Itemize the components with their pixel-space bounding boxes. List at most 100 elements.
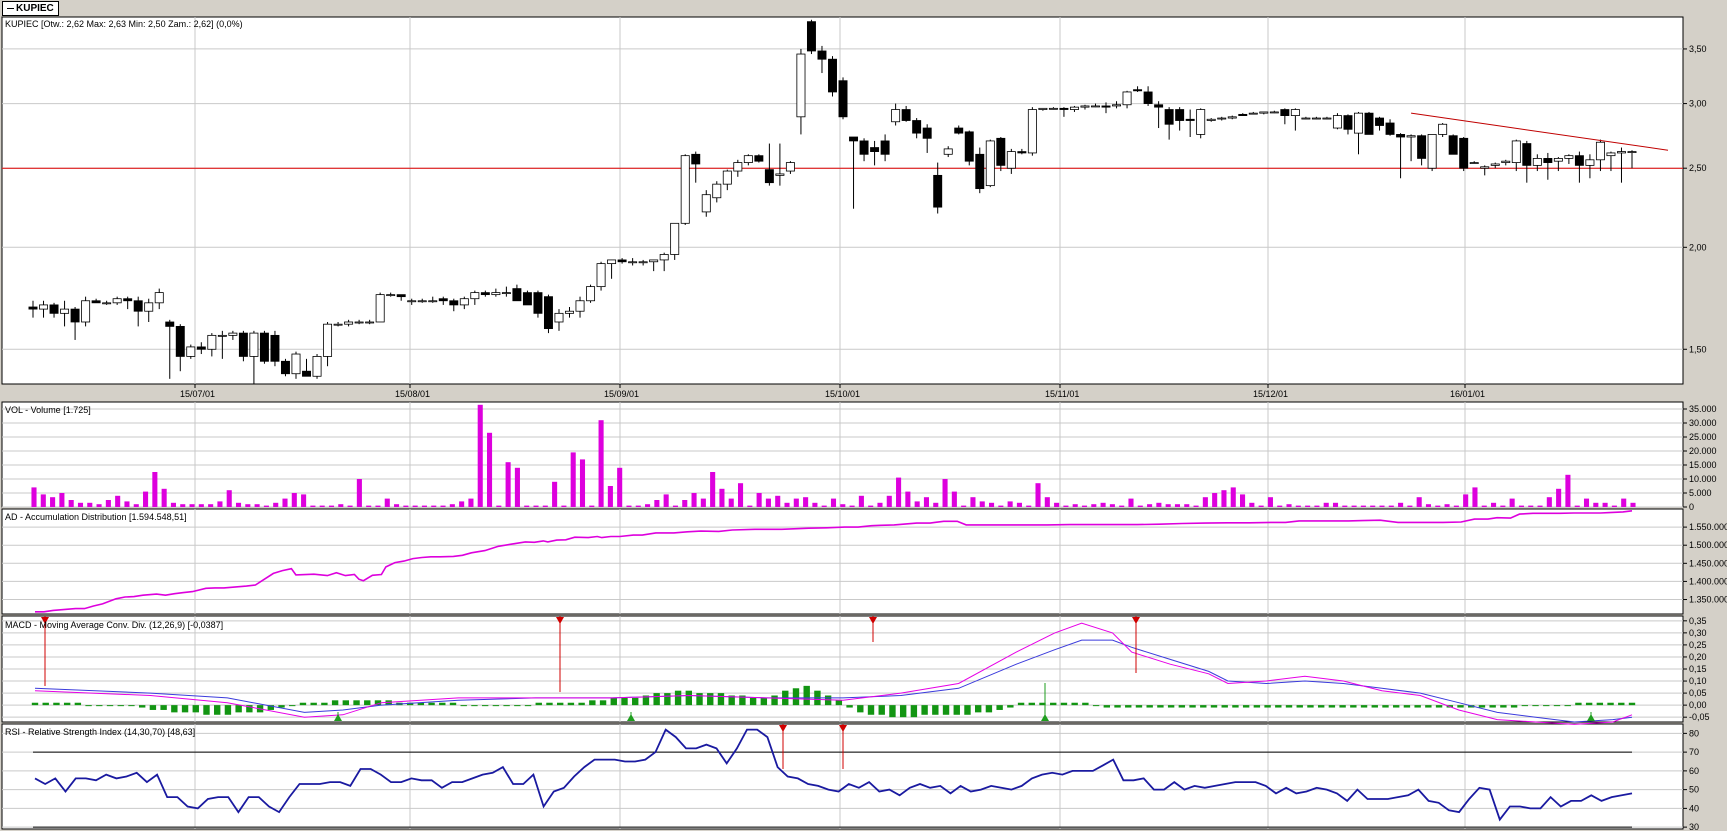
volume-bar — [542, 505, 548, 507]
candle-body — [49, 304, 59, 314]
candle-body — [302, 370, 311, 377]
candle-body — [39, 304, 48, 310]
candle-body — [1290, 109, 1300, 116]
candle-body — [659, 254, 669, 261]
volume-bar — [589, 505, 595, 507]
volume-bar — [1230, 487, 1236, 507]
macd-histogram-bar — [1607, 702, 1614, 706]
candle-body — [249, 332, 259, 357]
macd-histogram-bar — [117, 705, 124, 707]
candle-body — [1417, 135, 1427, 159]
volume-ytick-label: 5.000 — [1689, 488, 1712, 498]
volume-bar — [830, 498, 837, 507]
macd-histogram-bar — [31, 702, 39, 706]
volume-bar — [1416, 497, 1422, 507]
volume-bar — [198, 504, 204, 507]
volume-bar — [375, 505, 381, 507]
ad-panel-frame — [1, 508, 1684, 615]
volume-bar — [1016, 502, 1022, 507]
volume-bar — [1444, 504, 1450, 507]
macd-histogram-bar — [578, 702, 585, 706]
candle-body — [354, 321, 364, 324]
volume-bar — [533, 505, 539, 507]
macd-histogram-bar — [792, 688, 800, 706]
candle-body — [1185, 118, 1195, 121]
candle-body — [1164, 109, 1174, 125]
volume-bar — [486, 432, 493, 507]
candle-body — [1175, 109, 1185, 121]
macd-histogram-bar — [1382, 705, 1389, 708]
macd-histogram-bar — [224, 705, 232, 715]
candle-body — [1017, 151, 1027, 154]
candle-body — [501, 292, 511, 295]
volume-bar — [291, 493, 297, 507]
macd-histogram-bar — [556, 702, 564, 706]
macd-histogram-bar — [835, 700, 843, 706]
candle-body — [1059, 107, 1069, 110]
candle-body — [617, 259, 627, 263]
macd-histogram-bar — [621, 697, 628, 706]
candle-body — [1322, 117, 1332, 120]
macd-histogram-bar — [1585, 702, 1593, 706]
macd-histogram-bar — [481, 705, 489, 707]
candle-body — [912, 120, 922, 134]
candle-body — [1269, 111, 1279, 114]
volume-bar — [765, 498, 771, 507]
volume-bar — [105, 500, 111, 507]
macd-histogram-bar — [1403, 705, 1411, 708]
macd-histogram-bar — [1543, 705, 1550, 707]
macd-histogram-bar — [1071, 702, 1078, 706]
macd-histogram-bar — [1060, 702, 1068, 706]
volume-ytick-label: 15.000 — [1689, 460, 1717, 470]
macd-histogram-bar — [674, 690, 682, 706]
rsi-panel-header: RSI - Relative Strength Index (14,30,70)… — [5, 727, 195, 737]
volume-bar — [1128, 498, 1134, 507]
volume-bar — [1007, 501, 1013, 507]
volume-bar — [1147, 504, 1153, 507]
rsi-ytick-label: 30 — [1689, 822, 1699, 831]
volume-bar — [412, 505, 418, 507]
volume-bar — [1379, 505, 1385, 507]
volume-bar — [96, 504, 102, 507]
macd-histogram-bar — [331, 700, 339, 706]
candle-body — [1595, 141, 1605, 161]
volume-bar — [217, 501, 223, 507]
volume-bar — [1370, 505, 1376, 507]
macd-histogram-bar — [471, 705, 478, 707]
candle-body — [1069, 106, 1079, 110]
volume-bar — [951, 491, 957, 507]
macd-histogram-bar — [1189, 705, 1196, 708]
volume-bar — [1388, 505, 1394, 507]
macd-histogram-bar — [803, 685, 810, 706]
volume-bar — [1212, 493, 1218, 507]
macd-histogram-bar — [567, 702, 575, 706]
volume-bar — [979, 501, 985, 507]
volume-bar — [50, 497, 56, 507]
volume-bar — [477, 404, 483, 507]
candle-body — [954, 127, 964, 134]
candle-body — [365, 321, 375, 324]
candle-body — [785, 162, 795, 172]
macd-histogram-bar — [1178, 705, 1186, 708]
price-ytick-label: 1,50 — [1689, 344, 1707, 354]
volume-ytick-label: 25.000 — [1689, 432, 1717, 442]
volume-bar — [821, 505, 827, 507]
candle-body — [323, 323, 333, 357]
macd-histogram-bar — [342, 700, 350, 706]
volume-bar — [682, 500, 688, 507]
macd-histogram-bar — [449, 702, 457, 706]
volume-bar — [988, 502, 995, 507]
volume-bar — [208, 504, 214, 507]
volume-bar — [1491, 502, 1497, 507]
volume-bar — [468, 498, 474, 507]
symbol-tab[interactable]: KUPIEC — [2, 1, 59, 16]
macd-histogram-bar — [74, 702, 82, 706]
candle-body — [259, 332, 269, 362]
macd-histogram-bar — [374, 700, 382, 706]
volume-bar — [1453, 505, 1459, 507]
candle-body — [1617, 151, 1626, 154]
candle-body — [459, 298, 469, 306]
volume-bar — [1063, 505, 1069, 507]
grid-lines — [2, 17, 1683, 829]
volume-bar — [1202, 497, 1208, 507]
